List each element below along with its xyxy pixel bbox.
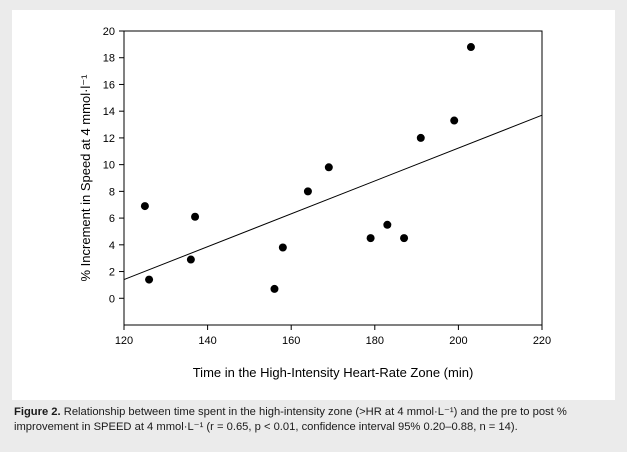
scatter-chart: 120 140 160 180 200 220 0 2 4 6 8 10 12 14 16 18 20 Time… — [78, 26, 551, 380]
x-tick-label: 160 — [282, 335, 300, 347]
data-point — [278, 243, 287, 252]
caption-text: Relationship between time spent in the h… — [14, 406, 567, 433]
y-tick-label: 14 — [103, 106, 115, 118]
data-point — [450, 116, 459, 125]
data-point — [400, 234, 409, 243]
y-tick-label: 12 — [103, 133, 115, 145]
caption-label: Figure 2. — [14, 406, 61, 418]
data-point — [383, 220, 392, 229]
data-point — [366, 234, 375, 243]
x-tick-label: 120 — [115, 335, 133, 347]
y-tick-label: 2 — [109, 267, 115, 279]
data-point — [191, 212, 200, 221]
y-tick-label: 4 — [109, 240, 115, 252]
data-point — [140, 202, 149, 211]
y-tick-label: 8 — [109, 186, 115, 198]
data-point — [303, 187, 312, 196]
plot-panel: 120 140 160 180 200 220 0 2 4 6 8 10 12 14 16 18 20 Time… — [12, 10, 615, 400]
y-tick-label: 16 — [103, 79, 115, 91]
data-point — [416, 133, 425, 142]
data-point — [270, 284, 279, 293]
y-tick-label: 20 — [103, 26, 115, 38]
y-tick-label: 10 — [103, 160, 115, 172]
x-tick-label: 200 — [449, 335, 467, 347]
data-point — [466, 43, 475, 52]
data-point — [145, 275, 154, 284]
figure-caption: Figure 2. Relationship between time spen… — [14, 405, 614, 435]
y-tick-label: 18 — [103, 53, 115, 65]
x-tick-label: 140 — [198, 335, 216, 347]
y-tick-label: 6 — [109, 213, 115, 225]
data-point — [186, 255, 195, 264]
plot-frame — [123, 30, 543, 326]
y-axis-title: % Increment in Speed at 4 mmol·l⁻¹ — [78, 74, 93, 282]
data-point — [324, 163, 333, 172]
x-tick-label: 220 — [533, 335, 551, 347]
y-tick-label: 0 — [109, 293, 115, 305]
x-axis-title: Time in the High-Intensity Heart-Rate Zo… — [193, 365, 474, 380]
x-tick-label: 180 — [366, 335, 384, 347]
regression-line — [123, 114, 543, 281]
